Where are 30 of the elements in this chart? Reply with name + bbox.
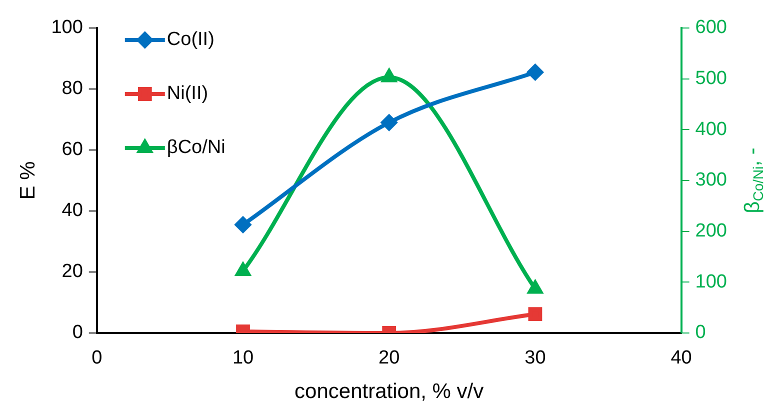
point — [235, 216, 251, 233]
point — [382, 69, 396, 82]
y2-tick-label: 500 — [695, 68, 727, 90]
x-tick-label: 20 — [378, 348, 400, 369]
point — [527, 64, 544, 80]
y-tick-label: 100 — [51, 17, 83, 38]
y2-tick-label: 200 — [695, 220, 727, 242]
x-tick-label: 40 — [670, 348, 692, 369]
y-axis-title: E % — [16, 161, 40, 200]
x-axis-title: concentration, % v/v — [294, 380, 484, 404]
y2-tick-label: 600 — [695, 17, 727, 38]
y2-tick-label: 300 — [695, 170, 727, 191]
y2-tick-label: 400 — [695, 118, 727, 140]
y2-tick-label: 100 — [695, 271, 727, 292]
x-tick-label: 30 — [524, 348, 546, 369]
y-tick-label: 20 — [62, 261, 83, 282]
legend-label: Ni(II) — [166, 83, 208, 104]
legend-label: Co(II) — [166, 29, 214, 50]
point — [528, 280, 542, 294]
y-tick-label: 80 — [62, 78, 83, 100]
point — [381, 114, 398, 131]
y2-axis-title: βCo/Ni, - — [740, 148, 766, 214]
y-tick-label: 60 — [62, 139, 83, 160]
y2-tick-label: 0 — [695, 322, 706, 344]
x-tick-label: 0 — [92, 348, 102, 369]
y-tick-label: 40 — [62, 200, 83, 222]
x-tick-label: 10 — [232, 348, 254, 369]
point — [236, 262, 250, 276]
y-tick-label: 0 — [72, 322, 83, 344]
legend-label: βCo/Ni — [166, 137, 226, 158]
